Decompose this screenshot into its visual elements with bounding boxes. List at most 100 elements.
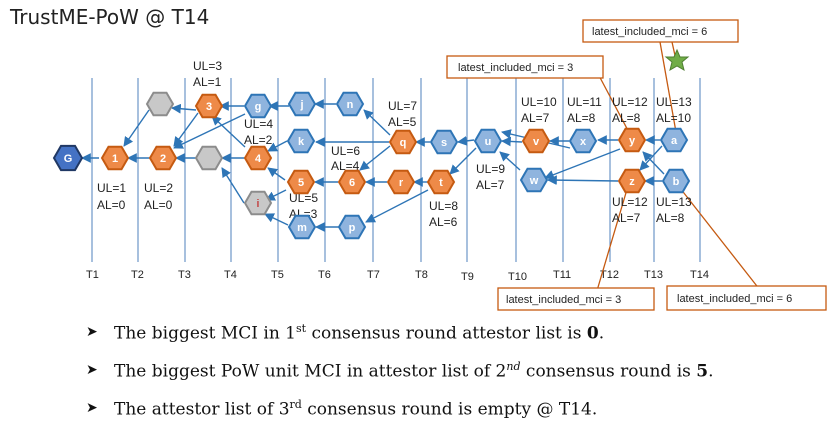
- hexagon: [388, 129, 418, 155]
- tick-label: T7: [367, 269, 380, 281]
- hexagon: [473, 128, 503, 154]
- callout-top-right: latest_included_mci = 6: [582, 19, 739, 43]
- svg-text:latest_included_mci = 3: latest_included_mci = 3: [506, 294, 621, 306]
- node-i: i: [243, 190, 273, 216]
- node-label: s: [441, 137, 447, 149]
- tick-label: T13: [644, 269, 663, 281]
- annotation: AL=8: [612, 111, 641, 125]
- node-label: z: [629, 176, 635, 188]
- node-label: p: [349, 222, 356, 234]
- hexagon: [286, 128, 316, 154]
- annotation: AL=8: [567, 111, 596, 125]
- node-label: n: [347, 99, 354, 111]
- hexagon: [287, 91, 317, 117]
- callout-top-middle: latest_included_mci = 3: [446, 55, 604, 79]
- node-4: 4: [243, 145, 273, 171]
- annotation: AL=5: [388, 115, 417, 129]
- annotation: UL=13: [656, 95, 692, 109]
- node-label: 3: [206, 101, 212, 113]
- node-g: g: [243, 93, 273, 119]
- node-t: t: [426, 169, 456, 195]
- node-label: k: [298, 136, 305, 148]
- arrow-bullet-icon: ➤: [86, 400, 98, 416]
- node-k: k: [286, 128, 316, 154]
- node-y: y: [617, 127, 647, 153]
- node-label: g: [255, 101, 262, 113]
- hexagon: [100, 145, 130, 171]
- bullet-list: ➤ The biggest MCI in 1st consensus round…: [86, 318, 826, 432]
- hexagon: [286, 169, 316, 195]
- hexagon: [617, 127, 647, 153]
- annotation: AL=7: [521, 111, 550, 125]
- annotation: AL=2: [244, 133, 273, 147]
- hexagon: [287, 214, 317, 240]
- node-3: 3: [194, 93, 224, 119]
- node-v: v: [521, 128, 551, 154]
- node-6: 6: [337, 169, 367, 195]
- callout-lines: [595, 41, 761, 295]
- annotation: AL=7: [476, 178, 505, 192]
- node-label: t: [439, 177, 443, 189]
- node-label: i: [257, 198, 259, 210]
- arrow-bullet-icon: ➤: [86, 324, 98, 340]
- node-p: p: [337, 214, 367, 240]
- hexagon: [337, 169, 367, 195]
- tick-label: T8: [415, 269, 428, 281]
- annotation: UL=12: [612, 95, 648, 109]
- annotation: AL=6: [429, 215, 458, 229]
- bullet-text: The attestor list of 3rd consensus round…: [114, 398, 598, 420]
- bullet-item: ➤ The biggest PoW unit MCI in attestor l…: [86, 356, 826, 394]
- node-label: v: [533, 136, 540, 148]
- annotation: UL=2: [144, 181, 173, 195]
- node-n: n: [335, 91, 365, 117]
- node-1: 1: [100, 145, 130, 171]
- annotation: UL=8: [429, 199, 458, 213]
- edges: [81, 99, 665, 232]
- node-gray-t3: [194, 145, 224, 171]
- svg-text:latest_included_mci = 6: latest_included_mci = 6: [592, 26, 707, 38]
- annotation: UL=4: [244, 117, 273, 131]
- node-label: w: [529, 175, 539, 187]
- annotation: UL=9: [476, 162, 505, 176]
- hexagon: [148, 145, 178, 171]
- bullet-item: ➤ The attestor list of 3rd consensus rou…: [86, 394, 826, 432]
- hexagon: [194, 93, 224, 119]
- node-label: 5: [298, 177, 304, 189]
- node-5: 5: [286, 169, 316, 195]
- hexagon: [243, 93, 273, 119]
- hexagon: [659, 127, 689, 153]
- annotation: UL=7: [388, 99, 417, 113]
- tick-label: T9: [461, 271, 474, 283]
- tick-label: T1: [86, 269, 99, 281]
- tick-label: T12: [600, 269, 619, 281]
- hexagon: [386, 169, 416, 195]
- svg-text:latest_included_mci = 6: latest_included_mci = 6: [677, 293, 792, 305]
- hexagon: [519, 167, 549, 193]
- node-gray-t2: [145, 91, 175, 117]
- tick-label: T4: [224, 269, 237, 281]
- node-label: b: [673, 176, 680, 188]
- annotation: UL=11: [567, 95, 602, 109]
- node-a: a: [659, 127, 689, 153]
- node-label: G: [64, 153, 73, 165]
- hexagon: [243, 145, 273, 171]
- node-label: r: [399, 177, 404, 189]
- node-G: G: [52, 144, 84, 172]
- bullet-text: The biggest MCI in 1st consensus round a…: [114, 322, 605, 344]
- bullet-item: ➤ The biggest MCI in 1st consensus round…: [86, 318, 826, 356]
- node-u: u: [473, 128, 503, 154]
- annotation: UL=1: [97, 181, 126, 195]
- node-label: m: [297, 222, 307, 234]
- hexagon: [335, 91, 365, 117]
- timeline-labels: T1 T2 T3 T4 T5 T6 T7 T8 T9 T10 T11 T12 T…: [86, 269, 709, 283]
- node-b: b: [661, 168, 691, 194]
- callout-bottom-right: latest_included_mci = 6: [666, 285, 827, 311]
- node-m: m: [287, 214, 317, 240]
- tick-label: T14: [690, 269, 709, 281]
- arrow-bullet-icon: ➤: [86, 362, 98, 378]
- node-label: q: [400, 137, 407, 149]
- annotation: UL=3: [193, 59, 222, 73]
- tick-label: T2: [131, 269, 144, 281]
- hexagon: [661, 168, 691, 194]
